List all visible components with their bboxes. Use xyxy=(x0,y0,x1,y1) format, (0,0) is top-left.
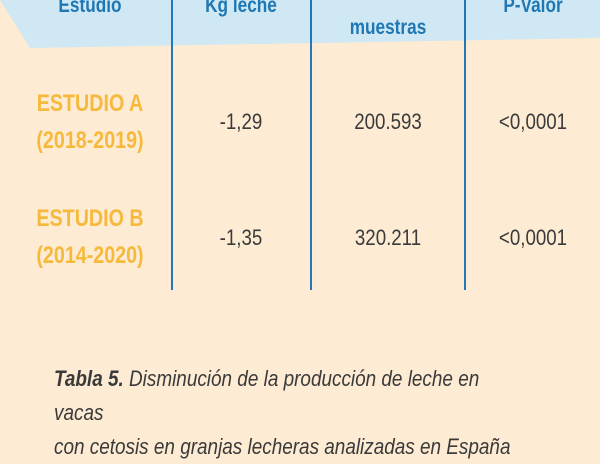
kg-leche-value: -1,35 xyxy=(219,225,263,250)
caption-line-2: con cetosis en granjas lecheras analizad… xyxy=(54,434,511,459)
muestras-value: 320.211 xyxy=(354,225,422,250)
kg-leche-value: -1,29 xyxy=(219,109,263,134)
column-divider-2 xyxy=(310,0,312,290)
header-kg-leche: Kg leche xyxy=(205,0,277,17)
table-header-band xyxy=(0,0,600,48)
study-period: (2018-2019) xyxy=(36,127,144,154)
p-valor-value: <0,0001 xyxy=(498,109,568,134)
study-name: ESTUDIO B xyxy=(36,205,144,232)
caption-label: Tabla 5. xyxy=(54,366,124,391)
study-period: (2014-2020) xyxy=(36,242,144,269)
header-p-valor: P-Valor xyxy=(503,0,563,17)
table-caption: Tabla 5. Disminución de la producción de… xyxy=(54,362,518,464)
study-name: ESTUDIO A xyxy=(36,90,144,117)
muestras-value: 200.593 xyxy=(354,109,422,134)
header-estudio: Estudio xyxy=(58,0,122,17)
header-muestras: muestras xyxy=(349,16,427,39)
caption-line-1: Tabla 5. Disminución de la producción de… xyxy=(54,362,518,430)
column-divider-1 xyxy=(171,0,173,290)
p-valor-value: <0,0001 xyxy=(498,225,568,250)
column-divider-3 xyxy=(464,0,466,290)
caption-text-1: Disminución de la producción de leche en… xyxy=(54,366,480,425)
